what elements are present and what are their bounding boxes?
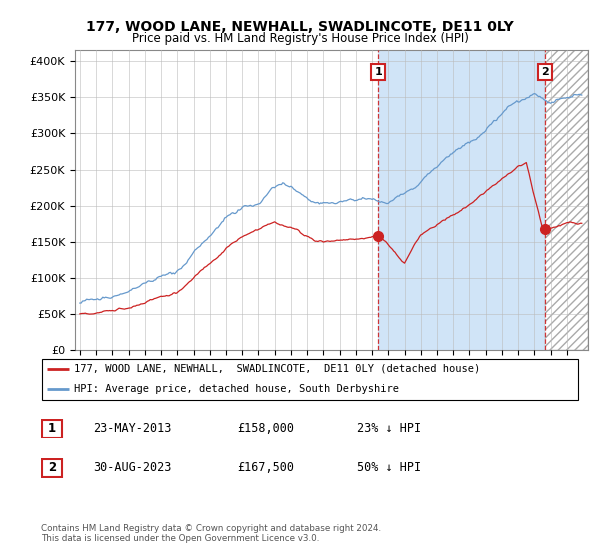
Text: Price paid vs. HM Land Registry's House Price Index (HPI): Price paid vs. HM Land Registry's House …	[131, 32, 469, 45]
Text: 177, WOOD LANE, NEWHALL, SWADLINCOTE, DE11 0LY: 177, WOOD LANE, NEWHALL, SWADLINCOTE, DE…	[86, 20, 514, 34]
Text: £158,000: £158,000	[237, 422, 294, 435]
Text: Contains HM Land Registry data © Crown copyright and database right 2024.
This d: Contains HM Land Registry data © Crown c…	[41, 524, 381, 543]
Bar	[545, 50, 588, 350]
Text: 50% ↓ HPI: 50% ↓ HPI	[357, 461, 421, 474]
Text: 30-AUG-2023: 30-AUG-2023	[93, 461, 172, 474]
Text: 1: 1	[374, 67, 382, 77]
Text: £167,500: £167,500	[237, 461, 294, 474]
Text: HPI: Average price, detached house, South Derbyshire: HPI: Average price, detached house, Sout…	[74, 384, 399, 394]
Text: 177, WOOD LANE, NEWHALL,  SWADLINCOTE,  DE11 0LY (detached house): 177, WOOD LANE, NEWHALL, SWADLINCOTE, DE…	[74, 364, 481, 374]
Text: 1: 1	[48, 422, 56, 435]
Text: 2: 2	[48, 461, 56, 474]
Bar	[75, 50, 378, 350]
Text: 23% ↓ HPI: 23% ↓ HPI	[357, 422, 421, 435]
FancyBboxPatch shape	[42, 420, 62, 437]
Text: 2: 2	[541, 67, 549, 77]
Bar	[378, 50, 545, 350]
Text: 23-MAY-2013: 23-MAY-2013	[93, 422, 172, 435]
FancyBboxPatch shape	[42, 459, 62, 477]
FancyBboxPatch shape	[42, 360, 578, 400]
